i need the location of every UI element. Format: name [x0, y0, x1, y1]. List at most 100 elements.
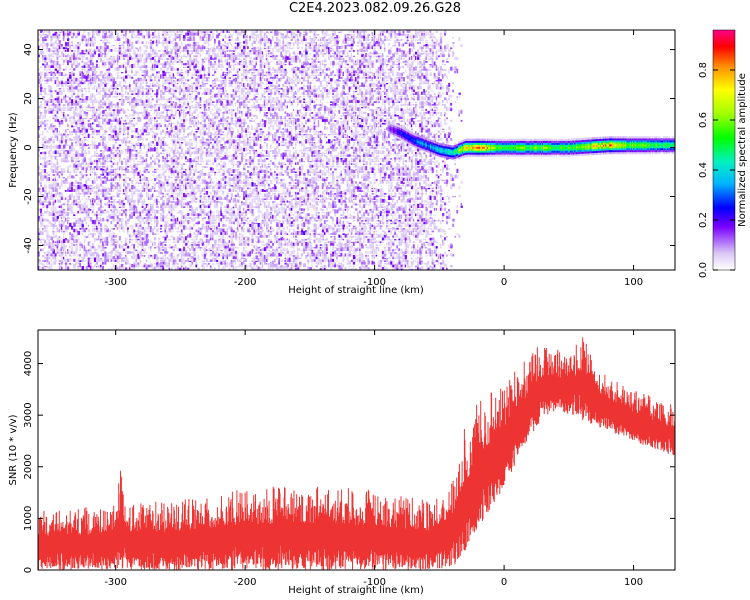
- heatmap-cell: [56, 191, 59, 195]
- heatmap-cell: [145, 66, 148, 71]
- heatmap-cell: [122, 101, 125, 106]
- heatmap-cell: [79, 211, 82, 214]
- heatmap-cell: [220, 254, 223, 257]
- heatmap-cell: [228, 61, 230, 66]
- heatmap-cell: [77, 112, 80, 117]
- heatmap-cell: [46, 234, 49, 238]
- heatmap-cell: [64, 264, 67, 268]
- heatmap-cell: [40, 222, 43, 227]
- heatmap-cell: [67, 48, 69, 52]
- heatmap-cell: [199, 195, 202, 200]
- heatmap-cell: [160, 187, 162, 192]
- heatmap-cell: [42, 194, 45, 198]
- heatmap-cell: [166, 206, 169, 208]
- heatmap-cell: [180, 136, 183, 141]
- heatmap-cell: [205, 225, 208, 230]
- heatmap-cell: [197, 268, 200, 270]
- heatmap-cell: [156, 89, 159, 93]
- heatmap-cell: [75, 246, 78, 249]
- heatmap-cell: [156, 228, 159, 233]
- heatmap-cell: [127, 109, 130, 111]
- heatmap-cell: [197, 30, 200, 33]
- heatmap-cell: [151, 73, 155, 76]
- heatmap-cell: [156, 147, 158, 149]
- heatmap-cell: [189, 60, 191, 66]
- heatmap-cell: [73, 251, 76, 254]
- heatmap-cell: [174, 179, 178, 182]
- heatmap-cell: [226, 217, 229, 219]
- heatmap-cell: [69, 182, 72, 187]
- heatmap-cell: [98, 129, 100, 133]
- heatmap-cell: [176, 120, 179, 125]
- heatmap-cell: [230, 233, 233, 235]
- heatmap-cell: [212, 74, 215, 77]
- heatmap-cell: [149, 121, 152, 125]
- heatmap-cell: [174, 220, 177, 225]
- heatmap-cell: [172, 93, 175, 98]
- heatmap-cell: [149, 109, 152, 111]
- heatmap-cell: [110, 124, 113, 128]
- heatmap-cell: [178, 129, 182, 133]
- heatmap-cell: [135, 92, 138, 95]
- heatmap-cell: [222, 184, 225, 187]
- heatmap-cell: [106, 112, 109, 114]
- heatmap-cell: [176, 133, 179, 136]
- heatmap-cell: [104, 118, 106, 122]
- heatmap-cell: [116, 73, 119, 76]
- heatmap-cell: [100, 257, 102, 260]
- heatmap-cell: [91, 34, 94, 39]
- heatmap-cell: [214, 48, 217, 52]
- heatmap-cell: [44, 240, 46, 244]
- heatmap-cell: [38, 38, 40, 41]
- heatmap-cell: [106, 145, 109, 149]
- heatmap-cell: [46, 165, 48, 168]
- heatmap-cell: [67, 33, 70, 36]
- heatmap-cell: [207, 62, 211, 66]
- heatmap-cell: [212, 144, 215, 147]
- heatmap-cell: [89, 93, 92, 98]
- heatmap-cell: [50, 184, 53, 190]
- heatmap-cell: [46, 34, 49, 39]
- heatmap-cell: [77, 210, 79, 214]
- heatmap-cell: [77, 57, 80, 60]
- heatmap-cell: [135, 180, 138, 184]
- heatmap-cell: [224, 141, 227, 144]
- heatmap-cell: [156, 142, 159, 144]
- heatmap-cell: [214, 131, 217, 136]
- heatmap-cell: [160, 185, 163, 190]
- heatmap-cell: [62, 257, 65, 262]
- heatmap-cell: [203, 124, 207, 128]
- heatmap-cell: [207, 52, 210, 58]
- heatmap-cell: [143, 264, 146, 268]
- heatmap-cell: [38, 171, 41, 176]
- heatmap-cell: [135, 263, 138, 268]
- heatmap-cell: [187, 100, 189, 103]
- heatmap-cell: [67, 212, 69, 217]
- heatmap-cell: [44, 88, 47, 90]
- heatmap-cell: [166, 263, 169, 268]
- heatmap-cell: [205, 221, 208, 225]
- heatmap-cell: [189, 220, 191, 225]
- heatmap-cell: [64, 55, 68, 58]
- heatmap-cell: [100, 99, 102, 103]
- heatmap-cell: [50, 149, 52, 152]
- heatmap-cell: [48, 53, 51, 58]
- heatmap-cell: [125, 247, 127, 252]
- heatmap-cell: [96, 133, 99, 136]
- heatmap-cell: [118, 124, 122, 128]
- heatmap-cell: [193, 124, 195, 128]
- heatmap-cell: [56, 133, 60, 136]
- heatmap-cell: [199, 184, 201, 187]
- heatmap-cell: [50, 206, 53, 211]
- heatmap-cell: [189, 36, 192, 41]
- heatmap-cell: [203, 262, 207, 265]
- heatmap-cell: [77, 45, 80, 50]
- heatmap-cell: [44, 100, 47, 103]
- heatmap-cell: [79, 71, 82, 76]
- heatmap-cell: [220, 43, 222, 47]
- heatmap-cell: [141, 131, 144, 136]
- heatmap-cell: [147, 98, 150, 103]
- heatmap-cell: [195, 51, 198, 55]
- heatmap-cell: [98, 91, 101, 95]
- heatmap-cell: [87, 233, 90, 238]
